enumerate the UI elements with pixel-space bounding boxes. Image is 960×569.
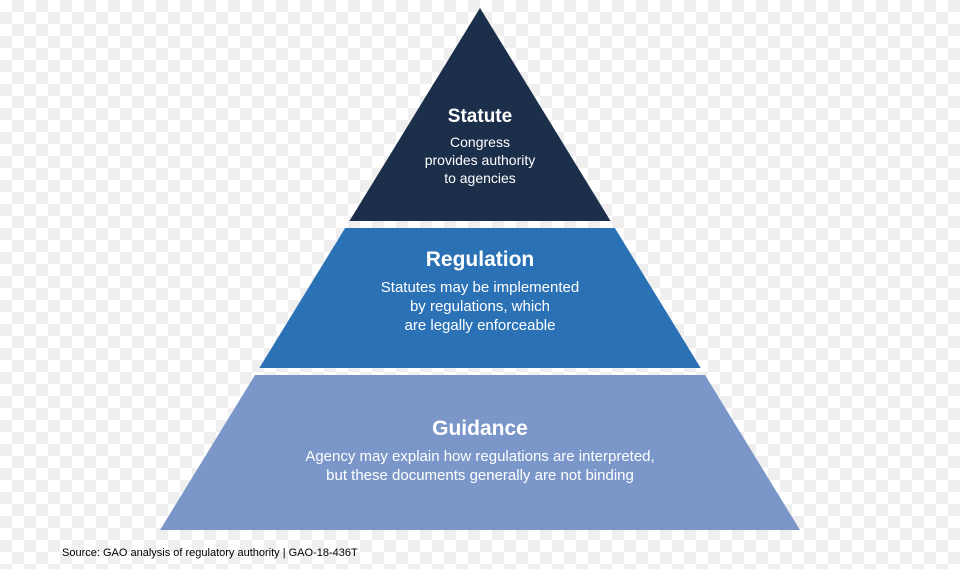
tier-regulation: Regulation Statutes may be implemented b… <box>160 228 800 368</box>
tier-statute-title: Statute <box>160 106 800 128</box>
pyramid: Statute Congress provides authority to a… <box>160 8 800 530</box>
tier-regulation-label: Regulation Statutes may be implemented b… <box>160 248 800 336</box>
tier-regulation-title: Regulation <box>160 248 800 272</box>
tier-guidance-desc: Agency may explain how regulations are i… <box>160 447 800 485</box>
tier-statute-label: Statute Congress provides authority to a… <box>160 106 800 188</box>
tier-guidance-label: Guidance Agency may explain how regulati… <box>160 417 800 485</box>
tier-statute: Statute Congress provides authority to a… <box>160 8 800 221</box>
tier-statute-desc: Congress provides authority to agencies <box>160 134 800 188</box>
tier-guidance: Guidance Agency may explain how regulati… <box>160 375 800 530</box>
diagram-stage: Statute Congress provides authority to a… <box>0 0 960 569</box>
tier-regulation-desc: Statutes may be implemented by regulatio… <box>160 278 800 336</box>
tier-guidance-title: Guidance <box>160 417 800 441</box>
source-line: Source: GAO analysis of regulatory autho… <box>62 547 358 559</box>
